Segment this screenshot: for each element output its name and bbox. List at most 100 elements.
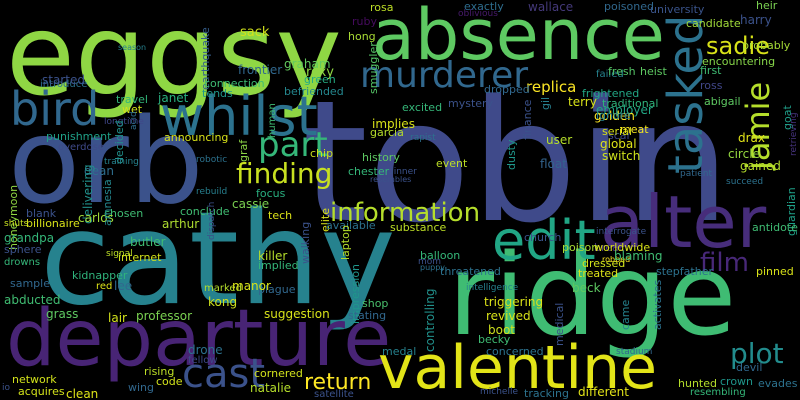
- word-dropped: dropped: [484, 83, 530, 96]
- word-traditional: traditional: [602, 97, 659, 110]
- word-probably: probably: [742, 39, 791, 52]
- word-fellow: fellow: [188, 355, 218, 366]
- word-rapist: rapist: [410, 133, 436, 143]
- word-graf: graf: [237, 139, 250, 162]
- word-retrieving: retrieving: [789, 112, 799, 156]
- word-implies: implies: [372, 117, 415, 131]
- word-abigail: abigail: [704, 95, 741, 108]
- word-absence: absence: [372, 0, 665, 76]
- word-valentine: valentine: [378, 333, 658, 400]
- word-exactly: exactly: [464, 0, 504, 13]
- word-red: red: [96, 281, 113, 292]
- word-signal: signal: [106, 249, 133, 259]
- word-satellite: satellite: [314, 389, 354, 400]
- word-different: different: [578, 385, 629, 399]
- word-sack: sack: [240, 25, 270, 40]
- word-harry: harry: [740, 13, 772, 27]
- word-ridge: ridge: [448, 231, 737, 361]
- word-robotic: robotic: [196, 155, 228, 165]
- word-concerned: concerned: [486, 345, 544, 358]
- word-murderer: murderer: [360, 55, 529, 96]
- word-ruby: ruby: [352, 15, 377, 28]
- word-ross: ross: [700, 79, 723, 92]
- word-pinned: pinned: [756, 265, 794, 278]
- word-natalie: natalie: [250, 381, 292, 395]
- word-io: io: [2, 383, 11, 393]
- word-gained: gained: [740, 159, 781, 173]
- word-arthur: arthur: [162, 217, 200, 231]
- word-meat: meat: [620, 123, 649, 136]
- word-longtime: longtime: [104, 117, 144, 127]
- word-rising: rising: [144, 365, 175, 378]
- word-float: float: [540, 157, 567, 171]
- word-stating: stating: [348, 309, 387, 322]
- word-beck: beck: [572, 281, 601, 295]
- word-wallace: wallace: [528, 0, 574, 14]
- word-acquires: acquires: [18, 385, 65, 398]
- word-poison: poison: [562, 241, 599, 254]
- word-sample: sample: [10, 277, 50, 290]
- word-event: event: [436, 157, 468, 170]
- word-abducted: abducted: [4, 293, 61, 307]
- word-antidote: antidote: [752, 221, 798, 234]
- word-heist: heist: [640, 65, 667, 78]
- word-dinner: dinner: [388, 167, 417, 177]
- word-golden: golden: [594, 109, 635, 123]
- word-garcia: garcia: [370, 126, 404, 139]
- word-network: network: [12, 373, 57, 386]
- word-plague: plague: [258, 283, 296, 296]
- word-blank: blank: [26, 207, 57, 220]
- word-amnesia: amnesia: [101, 179, 114, 226]
- word-medal: medal: [382, 345, 417, 358]
- word-employer: employer: [596, 103, 653, 117]
- word-orb: orb: [8, 92, 204, 230]
- word-chosen: chosen: [104, 207, 144, 220]
- word-sphere: sphere: [4, 243, 42, 256]
- word-hunted: hunted: [678, 377, 717, 390]
- word-dressed: dressed: [582, 257, 626, 270]
- word-butler: butler: [130, 235, 166, 249]
- word-triggering: triggering: [484, 295, 544, 309]
- word-implied: implied: [258, 259, 299, 272]
- word-tends: tends: [202, 87, 233, 100]
- word-grass: grass: [46, 307, 79, 321]
- word-started: started: [42, 73, 85, 87]
- word-failed: failed: [596, 69, 624, 80]
- word-stadium: stadium: [616, 347, 653, 357]
- word-robbed: robbed: [602, 255, 631, 264]
- word-resembles: resembles: [370, 175, 412, 184]
- word-scar: scar: [608, 129, 632, 142]
- word-laptop: laptop: [339, 225, 352, 260]
- word-first: first: [700, 64, 722, 77]
- word-intelligence: intelligence: [466, 283, 519, 293]
- word-sadie: sadie: [706, 32, 770, 60]
- word-training: training: [104, 157, 139, 167]
- word-focus: focus: [256, 187, 286, 200]
- word-fresh: fresh: [608, 65, 636, 78]
- word-stepfather: stepfather: [656, 265, 713, 278]
- word-circle: circle: [728, 147, 760, 161]
- word-rebuild: rebuild: [196, 187, 228, 197]
- word-patient: patient: [680, 169, 713, 179]
- word-user: user: [546, 133, 573, 147]
- word-acid: acid: [129, 111, 139, 130]
- word-dispatch: dispatch: [207, 201, 217, 240]
- word-chip: chip: [310, 147, 334, 160]
- word-treated: treated: [578, 267, 619, 280]
- word-university: university: [650, 3, 705, 16]
- word-devil: devil: [736, 361, 763, 374]
- word-came: came: [619, 299, 632, 330]
- word-film: film: [700, 248, 749, 278]
- word-encountering: encountering: [702, 55, 776, 68]
- word-frightened: frightened: [582, 87, 640, 100]
- word-candidate: candidate: [686, 17, 741, 30]
- word-kidnapper: kidnapper: [72, 269, 128, 282]
- word-lair: lair: [108, 311, 127, 325]
- word-resembling: resembling: [690, 387, 746, 398]
- word-kong: kong: [208, 295, 238, 309]
- word-roxy: roxy: [306, 65, 334, 80]
- word-cast: cast: [182, 351, 266, 397]
- word-green: green: [304, 73, 336, 86]
- word-finance: finance: [521, 99, 534, 140]
